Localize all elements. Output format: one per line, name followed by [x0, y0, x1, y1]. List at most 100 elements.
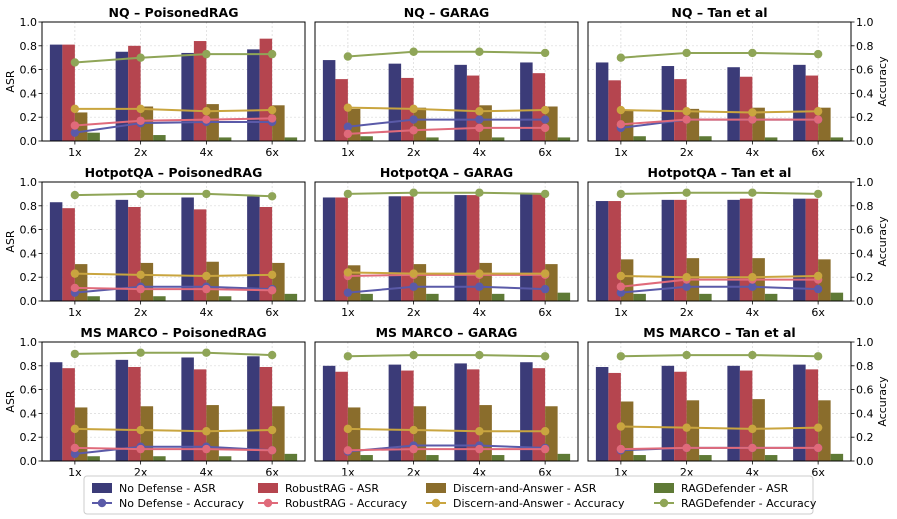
- point-ragdefender-6x: [813, 49, 823, 59]
- bar-no_defense-4x: [181, 357, 194, 461]
- legend-item-ragdefender-asr: RAGDefender - ASR: [654, 482, 789, 495]
- line-discern-accuracy: [620, 109, 819, 114]
- x-tick-label: 2x: [134, 306, 148, 319]
- bar-ragdefender-6x: [284, 137, 298, 141]
- point-ragdefender-1x: [70, 349, 80, 359]
- point-discern-1x: [616, 105, 626, 115]
- bar-robustrag-1x: [62, 368, 75, 461]
- bar-no_defense-4x: [181, 52, 194, 141]
- bar-no_defense-4x: [181, 197, 194, 301]
- point-discern-1x: [343, 424, 353, 434]
- y2-tick-label: 0.6: [856, 64, 874, 77]
- point-discern-6x: [540, 105, 550, 115]
- x-tick-label: 6x: [538, 306, 552, 319]
- point-discern-1x: [616, 422, 626, 431]
- y2-tick-label: 1.0: [856, 16, 874, 29]
- point-robustrag-6x: [813, 115, 823, 124]
- bar-ragdefender-4x: [218, 137, 232, 141]
- bar-robustrag-1x: [608, 372, 621, 461]
- bar-no_defense-2x: [115, 359, 129, 461]
- plot-frame: [41, 21, 306, 142]
- bar-robustrag-6x: [259, 38, 273, 141]
- point-ragdefender-1x: [343, 189, 353, 199]
- point-no_defense-6x: [813, 284, 823, 294]
- panel-nq-poisonedrag: 1x 2x 4x 6x 0.0 0.2 0.4 0.6 0.8 1.0 ASR NQ – Poison…: [4, 5, 306, 159]
- legend-label: No Defense - Accuracy: [119, 497, 244, 510]
- point-ragdefender-4x: [202, 348, 211, 357]
- legend-swatch: [258, 483, 278, 493]
- panel-title: MS MARCO – PoisonedRAG: [80, 325, 266, 340]
- x-tick-label: 1x: [341, 306, 355, 319]
- bar-ragdefender-4x: [764, 455, 778, 461]
- point-robustrag-4x: [202, 284, 211, 294]
- y2-tick-label: 0.0: [856, 455, 874, 468]
- x-tick-label: 4x: [473, 306, 487, 319]
- line-no_defense-accuracy: [74, 120, 273, 134]
- point-discern-6x: [540, 427, 550, 436]
- panel-title: MS MARCO – Tan et al: [643, 325, 795, 340]
- point-discern-6x: [813, 423, 823, 432]
- y-axis-label-accuracy: Accuracy: [876, 216, 889, 267]
- bar-no_defense-6x: [520, 193, 533, 301]
- bar-discern-1x: [620, 401, 634, 461]
- x-tick-label: 6x: [265, 306, 279, 319]
- bar-no_defense-1x: [49, 202, 63, 301]
- plot-frame: [314, 341, 579, 462]
- point-discern-2x: [409, 269, 418, 278]
- x-tick-label: 6x: [538, 146, 552, 159]
- bar-ragdefender-1x: [633, 136, 646, 141]
- point-discern-6x: [267, 425, 277, 435]
- point-discern-4x: [202, 427, 211, 436]
- bar-ragdefender-1x: [87, 296, 100, 301]
- plot-frame: [314, 21, 579, 142]
- bar-robustrag-4x: [466, 75, 480, 141]
- y-axis-label-asr: ASR: [4, 230, 17, 253]
- y2-tick-label: 1.0: [856, 176, 874, 189]
- bar-ragdefender-4x: [491, 137, 505, 141]
- point-ragdefender-6x: [540, 352, 550, 361]
- point-ragdefender-4x: [475, 47, 484, 56]
- bar-ragdefender-6x: [830, 137, 844, 141]
- bar-ragdefender-4x: [764, 137, 778, 141]
- point-ragdefender-4x: [748, 350, 757, 360]
- bar-ragdefender-4x: [764, 293, 778, 301]
- point-ragdefender-4x: [748, 48, 757, 58]
- bar-robustrag-2x: [128, 366, 141, 461]
- y-tick-label: 0.6: [20, 384, 38, 397]
- point-ragdefender-6x: [267, 49, 277, 59]
- line-ragdefender-accuracy: [347, 354, 546, 358]
- y-tick-label: 0.4: [20, 87, 38, 100]
- y2-tick-label: 0.2: [856, 111, 874, 124]
- line-robustrag-accuracy: [347, 126, 546, 135]
- y2-tick-label: 0.8: [856, 200, 874, 213]
- point-ragdefender-6x: [813, 352, 823, 361]
- panel-title: NQ – Tan et al: [671, 5, 767, 20]
- x-tick-label: 1x: [68, 466, 82, 479]
- y-tick-label: 1.0: [20, 176, 38, 189]
- line-ragdefender-accuracy: [74, 351, 273, 357]
- point-discern-2x: [409, 425, 418, 435]
- bar-no_defense-6x: [793, 364, 806, 461]
- bar-ragdefender-1x: [633, 293, 646, 301]
- plot-frame: [587, 21, 852, 142]
- legend-swatch: [654, 483, 674, 493]
- y-tick-label: 0.6: [20, 224, 38, 237]
- point-discern-4x: [748, 273, 757, 282]
- panel-title: NQ – GARAG: [404, 5, 490, 20]
- legend-swatch-marker: [263, 498, 273, 508]
- x-tick-label: 2x: [134, 146, 148, 159]
- y2-tick-label: 1.0: [856, 336, 874, 349]
- y-tick-label: 0.8: [20, 200, 38, 213]
- x-tick-label: 2x: [680, 306, 694, 319]
- line-discern-accuracy: [620, 275, 819, 279]
- y-tick-label: 0.0: [20, 135, 38, 148]
- bar-discern-6x: [272, 262, 285, 301]
- point-robustrag-1x: [70, 443, 80, 453]
- y-tick-label: 0.2: [20, 111, 38, 124]
- point-discern-1x: [70, 269, 80, 278]
- bar-no_defense-6x: [520, 362, 533, 461]
- bar-no_defense-2x: [661, 365, 675, 461]
- line-robustrag-accuracy: [74, 117, 273, 127]
- legend-swatch: [426, 483, 446, 493]
- bar-ragdefender-6x: [557, 292, 571, 301]
